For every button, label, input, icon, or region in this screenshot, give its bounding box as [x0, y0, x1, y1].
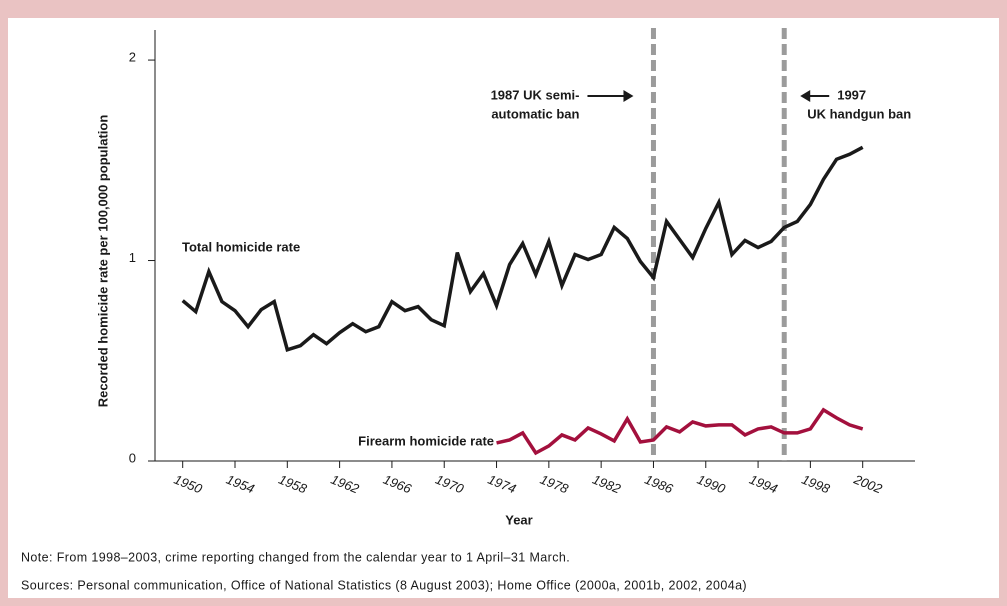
series-label: Total homicide rate [182, 239, 300, 254]
annotation: UK handgun ban [807, 106, 911, 121]
x-tick-label: 1974 [486, 472, 518, 497]
x-tick-label: 1986 [643, 472, 676, 497]
sources: Sources: Personal communication, Office … [21, 578, 747, 592]
arrow-head [623, 90, 634, 102]
x-axis-label: Year [505, 512, 532, 527]
x-tick-label: 1990 [695, 472, 728, 497]
x-tick-label: 1958 [276, 472, 309, 497]
series-label: Firearm homicide rate [358, 433, 494, 448]
arrow-head [800, 90, 811, 102]
x-tick-label: 2002 [851, 471, 885, 496]
x-tick-label: 1954 [224, 472, 256, 497]
x-tick-label: 1966 [381, 472, 414, 497]
note: Note: From 1998–2003, crime reporting ch… [21, 550, 570, 564]
series-line [181, 145, 864, 352]
panel [8, 18, 999, 598]
y-tick-label: 1 [129, 250, 136, 265]
x-tick-label: 1994 [747, 472, 779, 497]
y-axis-label: Recorded homicide rate per 100,000 popul… [95, 115, 110, 408]
x-tick-label: 1950 [172, 472, 205, 497]
y-tick-label: 2 [129, 50, 136, 65]
x-tick-label: 1998 [800, 472, 833, 497]
y-tick-label: 0 [129, 450, 136, 465]
x-tick-label: 1970 [433, 472, 466, 497]
annotation: 1997 [837, 87, 866, 102]
series-line [496, 407, 864, 456]
annotation: 1987 UK semi- [491, 87, 580, 102]
annotation: automatic ban [491, 106, 579, 121]
x-tick-label: 1962 [329, 472, 362, 497]
x-tick-label: 1982 [590, 472, 623, 497]
x-tick-label: 1978 [538, 472, 571, 497]
